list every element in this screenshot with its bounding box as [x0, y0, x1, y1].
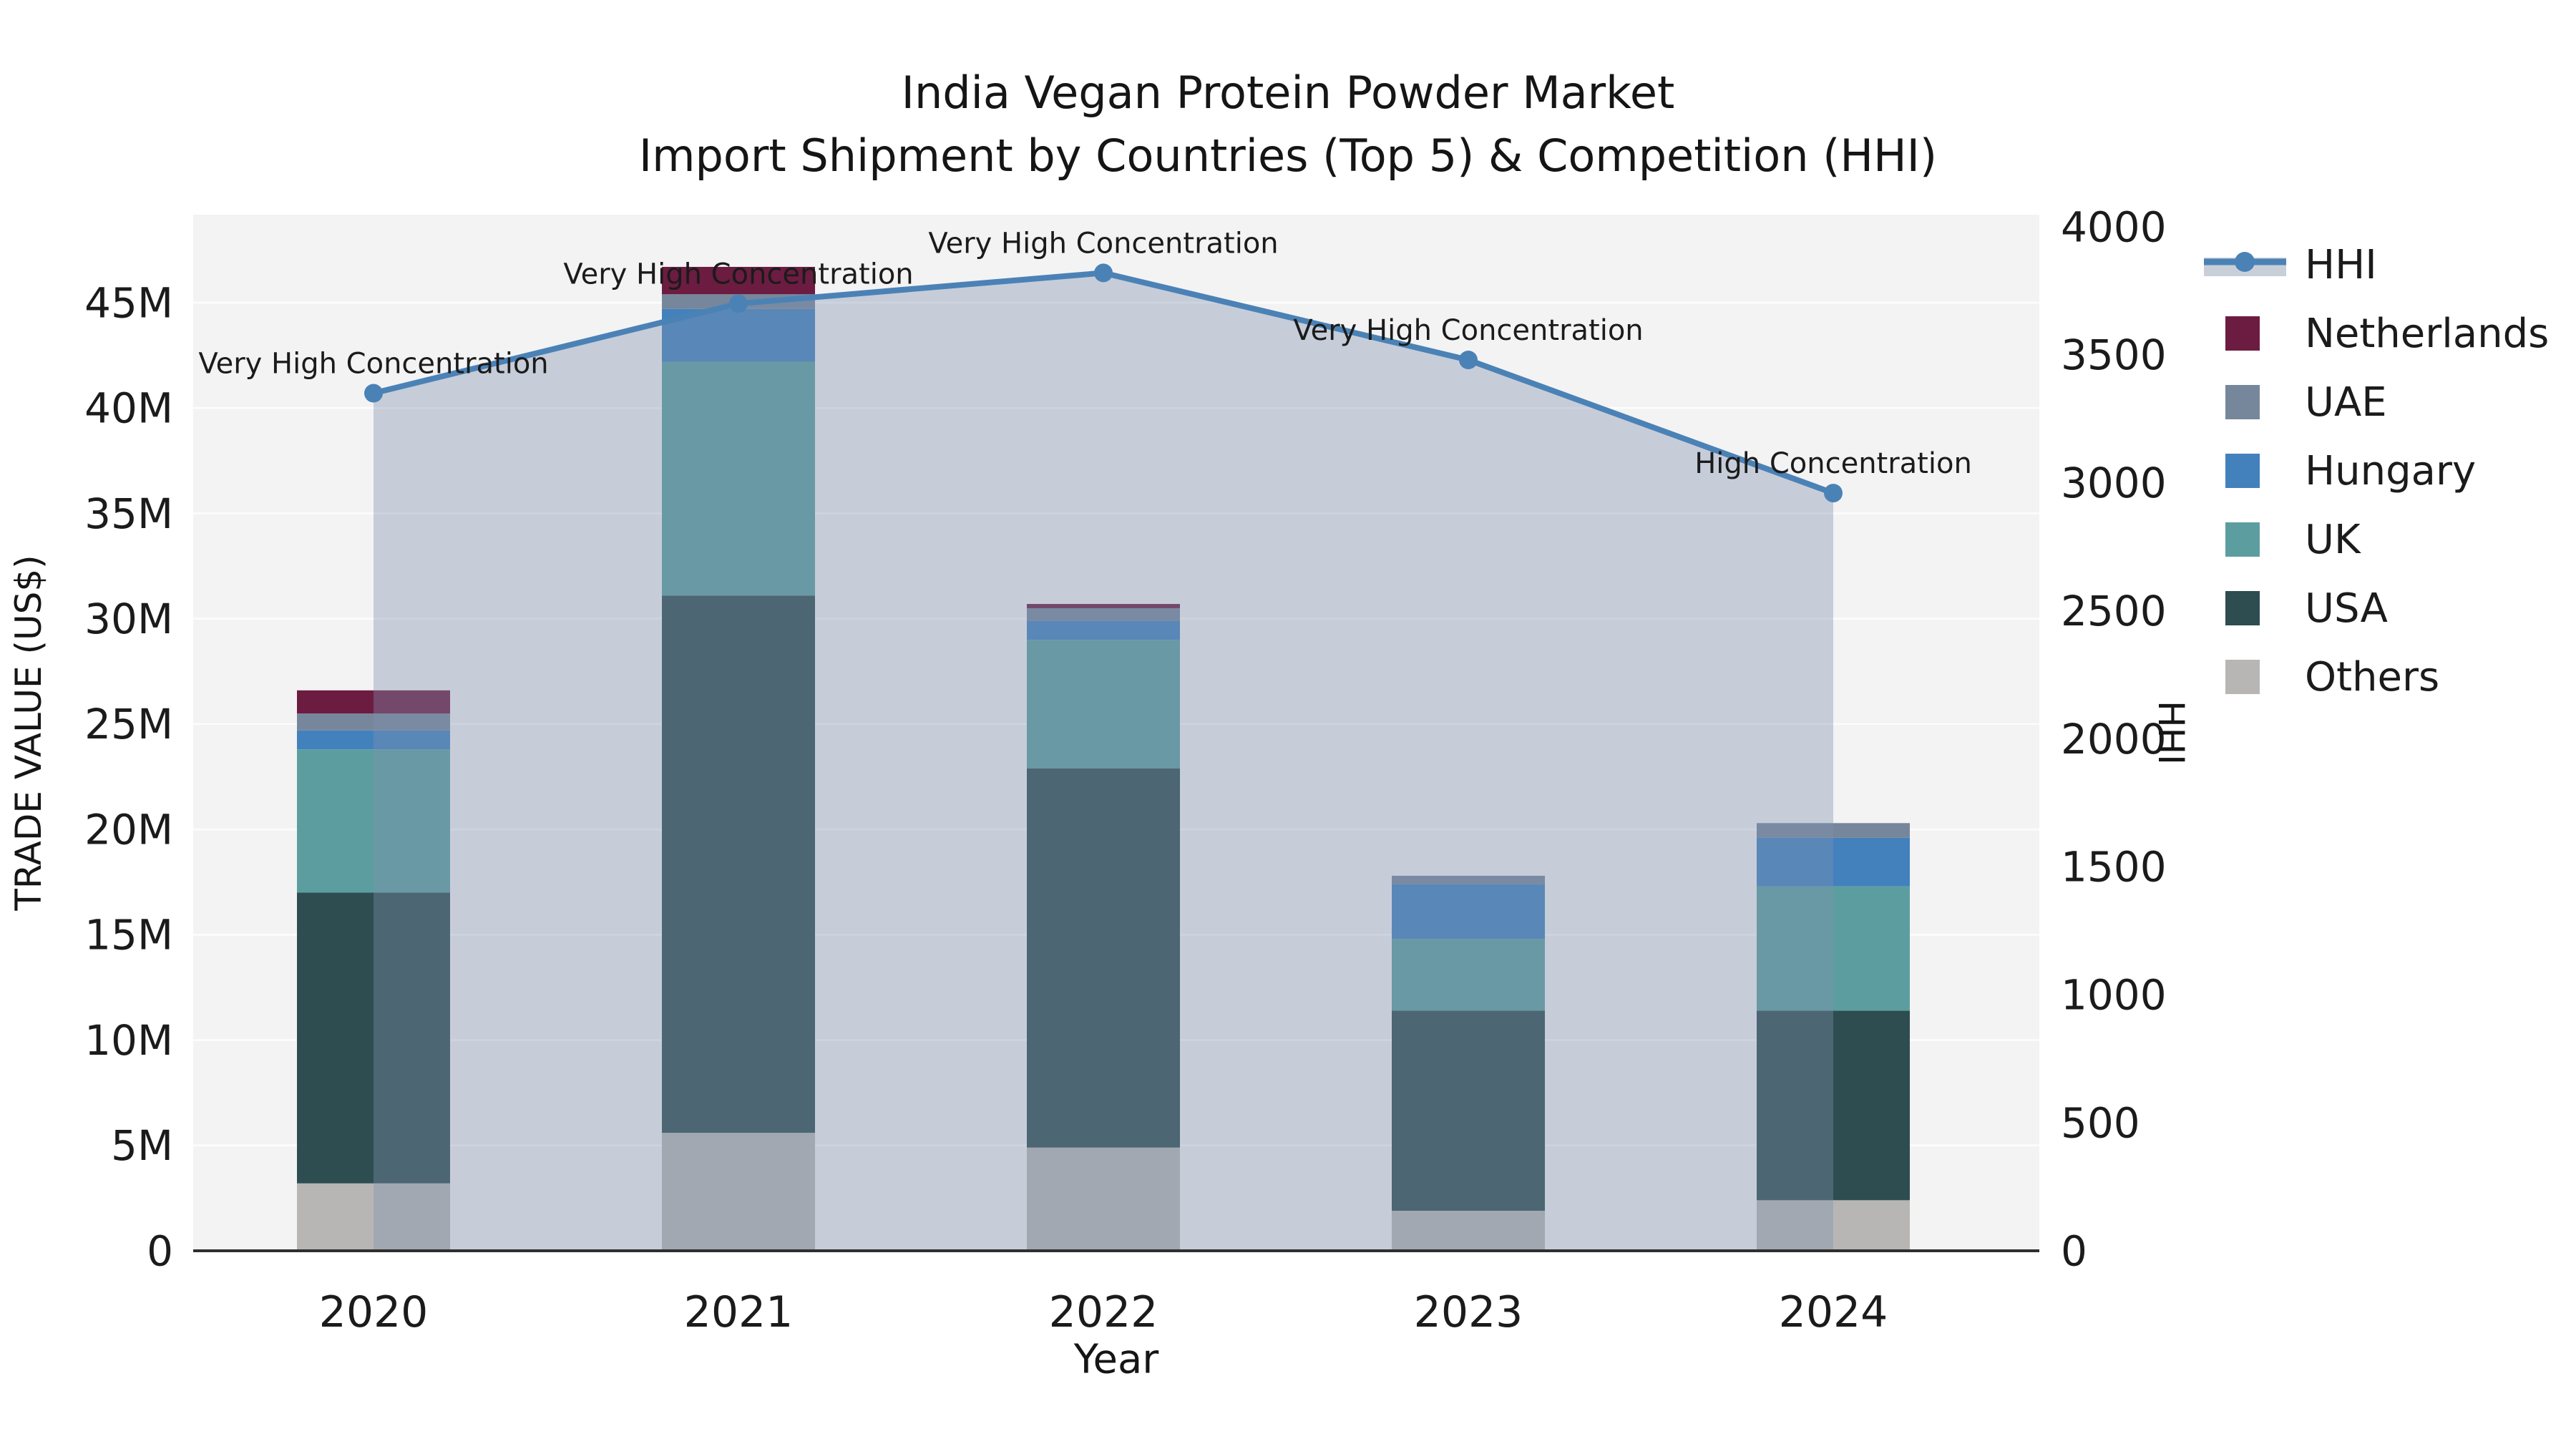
- color-swatch-icon: [2204, 505, 2286, 574]
- y-axis-label-right: HHI: [2150, 701, 2192, 765]
- color-swatch-icon: [2204, 643, 2286, 711]
- color-swatch-icon: [2204, 436, 2286, 505]
- bar-segment-uae-2020: [297, 713, 450, 731]
- y-left-tick-15M: 15M: [84, 911, 173, 960]
- y-right-tick-1000: 1000: [2061, 971, 2167, 1020]
- legend-swatch-others: [2225, 660, 2260, 694]
- hhi-legend-glyph: [2204, 252, 2286, 276]
- y-left-tick-25M: 25M: [84, 700, 173, 748]
- legend-swatch-uk: [2225, 522, 2260, 557]
- y-right-tick-500: 500: [2061, 1098, 2140, 1147]
- bar-segment-hungary-2020: [297, 730, 450, 750]
- y-right-tick-2000: 2000: [2061, 715, 2167, 763]
- title-block: India Vegan Protein Powder Market Import…: [0, 62, 2576, 187]
- annotation-2020: Very High Concentration: [198, 348, 548, 381]
- legend-label: HHI: [2305, 241, 2377, 288]
- hhi-marker-2023: [1459, 351, 1478, 369]
- y-left-tick-10M: 10M: [84, 1016, 173, 1065]
- hhi-line-swatch-icon: [2204, 230, 2286, 299]
- bar-segment-others-2021: [662, 1133, 815, 1251]
- legend-label: UK: [2305, 516, 2361, 563]
- legend-swatch-uae: [2225, 385, 2260, 419]
- bar-segment-netherlands-2022: [1027, 604, 1180, 608]
- bar-segment-uk-2020: [297, 749, 450, 893]
- bar-segment-uae-2023: [1392, 875, 1545, 884]
- y-right-tick-4000: 4000: [2061, 203, 2167, 251]
- chart-title: India Vegan Protein Powder Market: [901, 67, 1675, 119]
- y-left-tick-30M: 30M: [84, 595, 173, 643]
- legend-item-usa: USA: [2204, 574, 2549, 643]
- y-left-tick-40M: 40M: [84, 384, 173, 433]
- legend-label: Others: [2305, 653, 2440, 701]
- annotation-2022: Very High Concentration: [928, 227, 1278, 260]
- y-axis-label-left: TRADE VALUE (US$): [8, 555, 49, 911]
- y-left-tick-45M: 45M: [84, 278, 173, 327]
- color-swatch-icon: [2204, 368, 2286, 436]
- plot-canvas: Very High Concentration Very High Concent…: [84, 203, 2166, 1337]
- y-left-tick-0: 0: [147, 1226, 173, 1275]
- bar-segment-usa-2022: [1027, 768, 1180, 1148]
- bar-segment-others-2023: [1392, 1211, 1545, 1251]
- legend-item-hhi: HHI: [2204, 230, 2549, 299]
- bar-segment-usa-2023: [1392, 1010, 1545, 1211]
- hhi-marker-2024: [1824, 484, 1843, 503]
- bar-segment-uk-2022: [1027, 640, 1180, 769]
- bar-segment-others-2022: [1027, 1147, 1180, 1251]
- bar-segment-uae-2024: [1757, 823, 1910, 838]
- bar-segment-uk-2023: [1392, 939, 1545, 1011]
- bar-segment-uae-2022: [1027, 608, 1180, 621]
- legend-item-others: Others: [2204, 643, 2549, 711]
- legend-label: UAE: [2305, 379, 2387, 426]
- bar-segment-others-2020: [297, 1183, 450, 1251]
- color-swatch-icon: [2204, 299, 2286, 368]
- legend-label: USA: [2305, 585, 2388, 632]
- y-right-tick-0: 0: [2061, 1226, 2087, 1275]
- hhi-marker-2021: [729, 294, 748, 313]
- plot-area: Very High Concentration Very High Concent…: [84, 203, 2166, 1337]
- bar-segment-netherlands-2021: [662, 266, 815, 295]
- chart-subtitle: Import Shipment by Countries (Top 5) & C…: [638, 130, 1938, 182]
- y-left-tick-20M: 20M: [84, 805, 173, 854]
- legend-item-netherlands: Netherlands: [2204, 299, 2549, 368]
- annotation-2024: High Concentration: [1694, 447, 1972, 480]
- color-swatch-icon: [2204, 574, 2286, 643]
- hhi-marker-2020: [364, 384, 383, 403]
- legend-item-hungary: Hungary: [2204, 436, 2549, 505]
- legend-item-uae: UAE: [2204, 368, 2549, 436]
- y-left-tick-35M: 35M: [84, 489, 173, 538]
- bar-segment-uk-2021: [662, 361, 815, 596]
- y-right-tick-3500: 3500: [2061, 331, 2167, 379]
- bar-segment-hungary-2024: [1757, 837, 1910, 887]
- x-tick-2023: 2023: [1414, 1287, 1523, 1337]
- legend: HHI Netherlands UAE Hungary UK USA Others: [2204, 230, 2549, 711]
- bar-segment-usa-2020: [297, 892, 450, 1184]
- x-axis-label: Year: [1073, 1336, 1159, 1383]
- y-left-tick-5M: 5M: [111, 1121, 173, 1170]
- x-tick-2020: 2020: [319, 1287, 429, 1337]
- y-right-tick-3000: 3000: [2061, 459, 2167, 507]
- bar-segment-others-2024: [1757, 1200, 1910, 1251]
- annotation-2023: Very High Concentration: [1293, 314, 1643, 347]
- legend-label: Hungary: [2305, 447, 2477, 494]
- bar-segment-hungary-2022: [1027, 620, 1180, 640]
- hhi-area: [374, 273, 1833, 1251]
- bar-segment-uk-2024: [1757, 886, 1910, 1011]
- bar-segment-hungary-2023: [1392, 884, 1545, 940]
- hhi-marker-2022: [1094, 263, 1113, 283]
- y-right-tick-1500: 1500: [2061, 843, 2167, 892]
- legend-label: Netherlands: [2305, 310, 2550, 357]
- legend-swatch-usa: [2225, 591, 2260, 625]
- x-tick-2021: 2021: [684, 1287, 794, 1337]
- x-tick-2024: 2024: [1779, 1287, 1888, 1337]
- bar-segment-usa-2021: [662, 595, 815, 1133]
- annotation-2021: Very High Concentration: [563, 258, 913, 291]
- y-right-tick-2500: 2500: [2061, 587, 2167, 635]
- legend-swatch-hungary: [2225, 454, 2260, 488]
- legend-item-uk: UK: [2204, 505, 2549, 574]
- x-tick-2022: 2022: [1049, 1287, 1158, 1337]
- bar-segment-netherlands-2020: [297, 690, 450, 714]
- bar-segment-usa-2024: [1757, 1010, 1910, 1201]
- legend-swatch-netherlands: [2225, 316, 2260, 351]
